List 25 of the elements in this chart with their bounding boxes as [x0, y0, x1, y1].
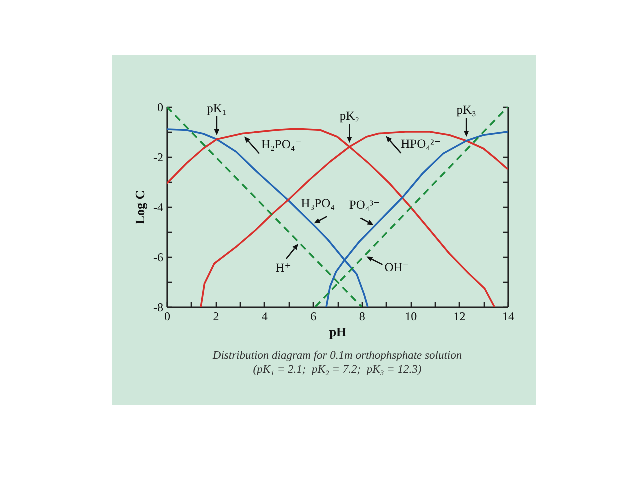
y-tick-label: -8	[154, 300, 164, 314]
x-axis-title: pH	[329, 324, 347, 340]
text: (pK₁ = 2.1; pK₂ = 7.2; pK₃ = 12.3)	[252, 363, 423, 377]
y-tick-label: -2	[154, 150, 164, 164]
annotation: pK₂	[340, 109, 360, 123]
series-label: PO₄³⁻	[349, 198, 380, 212]
y-tick-label: 0	[158, 100, 164, 114]
x-tick-label: 2	[213, 310, 220, 324]
x-tick-label: 12	[454, 310, 466, 324]
annotation: pK₃	[456, 103, 476, 117]
x-tick-label: 4	[262, 310, 268, 324]
annotation: pK₁	[207, 102, 227, 116]
x-tick-label: 6	[310, 310, 317, 324]
y-tick-label: -4	[154, 200, 164, 214]
series-label: H₂PO₄⁻	[262, 138, 302, 152]
text: Distribution diagram for 0.1m orthophsphate solution	[212, 349, 464, 363]
series-label: H⁺	[276, 260, 292, 275]
x-tick-label: 8	[359, 310, 366, 324]
series-label: OH⁻	[384, 260, 410, 275]
x-tick-label: 14	[502, 310, 514, 324]
y-tick-label: -6	[154, 250, 164, 264]
series-label: HPO₄²⁻	[401, 137, 441, 152]
y-axis-title: Log C	[132, 190, 148, 225]
series-label: H₃PO₄	[301, 196, 336, 211]
x-tick-label: 10	[405, 310, 418, 324]
